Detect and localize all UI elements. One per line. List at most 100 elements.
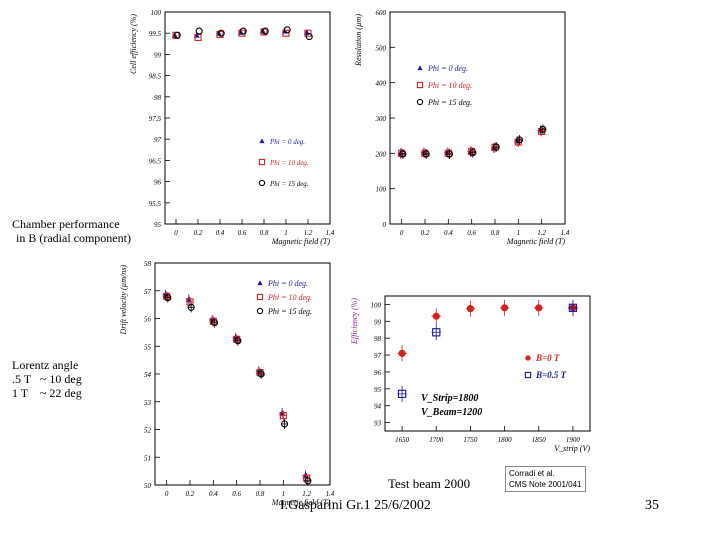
legend-marker [258, 158, 266, 166]
y-axis-label: Efficiency (%) [350, 298, 359, 345]
data-point [163, 292, 171, 300]
y-tick-label: 96 [154, 179, 162, 187]
y-tick-label: 95 [154, 221, 162, 229]
x-tick-label: 0.6 [232, 490, 241, 498]
y-tick-label: 94 [374, 403, 382, 411]
x-tick-label: 1 [284, 229, 288, 237]
x-tick-label: 0.4 [444, 229, 453, 237]
x-tick-label: 1.4 [326, 490, 335, 498]
data-point [217, 29, 225, 37]
data-point [210, 319, 219, 327]
data-point [257, 370, 265, 378]
legend-marker [525, 355, 531, 361]
y-tick-label: 600 [376, 9, 387, 17]
data-point [279, 412, 287, 420]
y-tick-label: 100 [371, 301, 382, 309]
footer-author: I.Gasparini Gr.1 25/6/2002 [280, 498, 431, 513]
x-tick-label: 0 [165, 490, 169, 498]
x-axis-label: V_strip (V) [554, 444, 590, 453]
x-tick-label: 0.2 [194, 229, 203, 237]
y-tick-label: 54 [144, 371, 152, 379]
data-point [282, 29, 290, 37]
data-point [500, 304, 509, 312]
y-tick-label: 93 [374, 420, 382, 428]
x-tick-label: 0 [400, 229, 404, 237]
lorentz-line3: 1 T ~ 22 deg [12, 386, 82, 400]
legend-label: B=0.5 T [535, 370, 567, 380]
resolution-chart: 0 100 200 300 400 500 600 0 0.2 0.4 0.6 0.8 1 1.2 1.4M… [354, 9, 570, 246]
x-tick-label: 0.4 [209, 490, 218, 498]
data-point [515, 136, 524, 144]
x-tick-label: 0.8 [491, 229, 500, 237]
data-point [492, 143, 500, 151]
data-point [173, 31, 181, 39]
x-tick-label: 1 [282, 490, 286, 498]
data-point [422, 150, 430, 158]
x-tick-label: 1.2 [537, 229, 546, 237]
legend-label: Phi = 10 deg. [427, 81, 472, 90]
data-point [233, 335, 241, 343]
x-tick-label: 0.6 [467, 229, 476, 237]
legend-label: Phi = 10 deg. [267, 293, 312, 302]
legend-label: Phi = 15 deg. [269, 180, 309, 188]
data-point [398, 349, 406, 357]
x-tick-label: 0.6 [238, 229, 247, 237]
y-tick-label: 57 [144, 288, 152, 296]
x-tick-label: 1800 [498, 436, 513, 444]
y-tick-label: 58 [144, 260, 152, 268]
data-point [261, 27, 269, 35]
lorentz-line2: .5 T ~ 10 deg [12, 372, 82, 386]
data-point [194, 33, 202, 41]
data-point [304, 477, 312, 485]
legend-marker [256, 307, 264, 315]
y-axis-label: Drift velocity (µm/ns) [119, 265, 128, 336]
data-point [432, 328, 441, 337]
drift-velocity-chart: 50 51 52 53 54 55 56 57 58 0 0.2 0.4 0.6 0.8 1 1.2 1.4Ma… [119, 260, 335, 507]
y-tick-label: 300 [375, 115, 387, 123]
y-axis-label: Resolution (µm) [354, 14, 363, 67]
x-tick-label: 0 [174, 229, 178, 237]
y-tick-label: 51 [144, 454, 151, 462]
data-point [164, 294, 172, 302]
y-tick-label: 97 [374, 352, 382, 360]
x-axis-label: Magnetic field (T) [271, 498, 331, 507]
data-point [260, 28, 268, 36]
data-point [283, 26, 291, 34]
x-axis-label: Magnetic field (T) [271, 237, 331, 246]
y-tick-label: 95.5 [149, 200, 162, 208]
x-tick-label: 0.4 [216, 229, 225, 237]
legend-label: Phi = 0 deg. [267, 279, 308, 288]
legend-label: Phi = 0 deg. [269, 138, 305, 146]
annotation-vstrip: V_Strip=1800 [421, 393, 478, 404]
data-point [568, 303, 578, 312]
efficiency-vstrip-chart: 93 94 95 96 97 98 99 100 1650 1700 1750 1800 1850 190… [350, 295, 591, 453]
data-point [256, 369, 264, 377]
cell-efficiency-chart: 95 95.5 96 96.5 97 97.5 98 98.5 99 99.5 100 0 0.2 0.4… [129, 9, 335, 246]
chamber-note-line2: in B (radial component) [16, 231, 131, 245]
data-point [397, 389, 407, 399]
data-point [399, 150, 407, 158]
chamber-note: Chamber performance in B (radial compone… [12, 217, 131, 245]
x-tick-label: 1.2 [302, 490, 311, 498]
test-beam-label: Test beam 2000 [388, 476, 471, 491]
data-point [187, 303, 195, 311]
data-point [216, 30, 224, 39]
data-point [539, 125, 547, 133]
reference-line1: Corradi et al. [509, 469, 555, 478]
x-tick-label: 1650 [395, 436, 410, 444]
data-point [239, 27, 247, 35]
x-tick-label: 1.4 [561, 229, 570, 237]
y-tick-label: 98 [374, 335, 382, 343]
y-tick-label: 96.5 [149, 157, 162, 165]
x-tick-label: 0.8 [260, 229, 269, 237]
reference-box: Corradi et al. CMS Note 2001/041 [505, 466, 586, 492]
x-tick-label: 1900 [566, 436, 581, 444]
x-tick-label: 0.2 [186, 490, 195, 498]
y-tick-label: 56 [144, 316, 152, 324]
data-point [445, 150, 454, 158]
data-point [468, 148, 476, 156]
legend-label: Phi = 15 deg. [267, 307, 312, 316]
legend-marker [259, 138, 265, 144]
legend-label: Phi = 10 deg. [269, 159, 309, 167]
y-tick-label: 200 [376, 150, 387, 158]
